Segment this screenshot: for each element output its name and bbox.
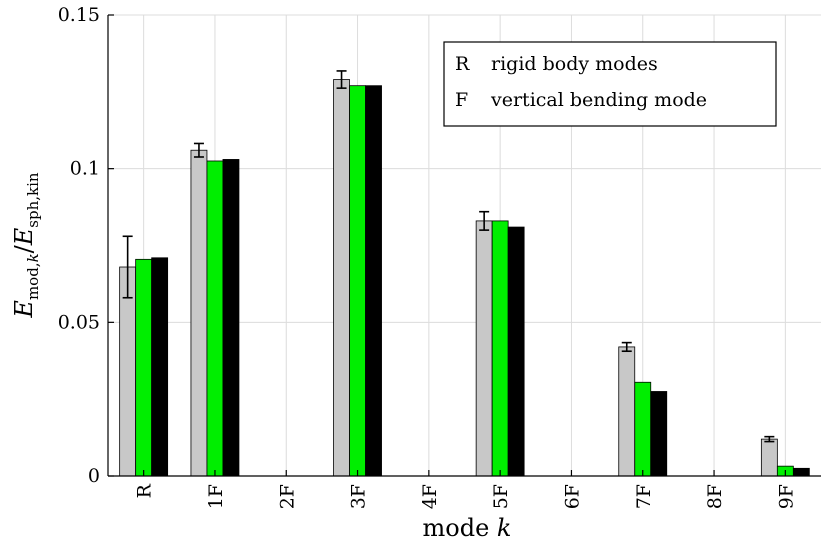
bar [190, 149, 208, 477]
bar [618, 346, 636, 477]
y-axis-label-num-sub: mod, [24, 262, 42, 300]
error-bars [122, 70, 775, 443]
axes: 0 0.05 0.1 0.15 R 1F 2F 3F 4F 5F 6F 7F 8F 9F [58, 4, 821, 509]
bar [151, 257, 169, 477]
legend-text-f: vertical bending mode [490, 89, 707, 111]
y-tick-label: 0 [88, 465, 100, 487]
x-tick-label: 4F [419, 484, 441, 509]
bar [349, 85, 366, 477]
y-axis-label-slash: / [10, 244, 38, 253]
x-tick-label: 9F [775, 484, 797, 509]
y-tick-label: 0.1 [70, 158, 100, 180]
x-tick-label: 5F [490, 484, 512, 509]
y-axis-label-den-sub: sph,kin [24, 172, 42, 228]
legend-key-f: F [455, 89, 468, 111]
legend-box [443, 41, 777, 127]
x-axis-label-var: k [497, 514, 512, 542]
bar [507, 226, 525, 477]
bar [365, 85, 382, 477]
y-axis-label-den: E [10, 227, 38, 246]
x-tick-label: 6F [561, 484, 583, 509]
y-axis-label-num: E [10, 300, 38, 319]
bar [491, 220, 509, 477]
bar [475, 220, 493, 477]
legend: R rigid body modes F vertical bending mo… [443, 41, 777, 127]
x-tick-label: 3F [348, 484, 370, 509]
legend-key-r: R [455, 53, 470, 75]
bar [760, 438, 778, 477]
x-tick-label: 8F [704, 484, 726, 509]
x-tick-label: R [134, 483, 156, 498]
bars [119, 79, 810, 477]
legend-text-r: rigid body modes [491, 53, 658, 75]
y-axis-label-num-sub-k: k [24, 253, 42, 262]
y-tick-label: 0.05 [58, 311, 100, 333]
x-tick-label: 7F [633, 484, 655, 509]
bar [206, 160, 224, 477]
bar [135, 258, 153, 477]
y-tick-label: 0.15 [58, 4, 100, 26]
y-axis-label: Emod,k/Esph,kin [10, 172, 42, 318]
x-axis-label: mode k [423, 514, 512, 542]
x-tick-label: 1F [205, 484, 227, 509]
bar [333, 79, 350, 477]
bar [222, 159, 240, 477]
bar [650, 391, 668, 477]
x-tick-label: 2F [276, 484, 298, 509]
x-axis-label-word: mode [423, 514, 497, 542]
bar [792, 467, 810, 477]
bar [634, 381, 652, 477]
